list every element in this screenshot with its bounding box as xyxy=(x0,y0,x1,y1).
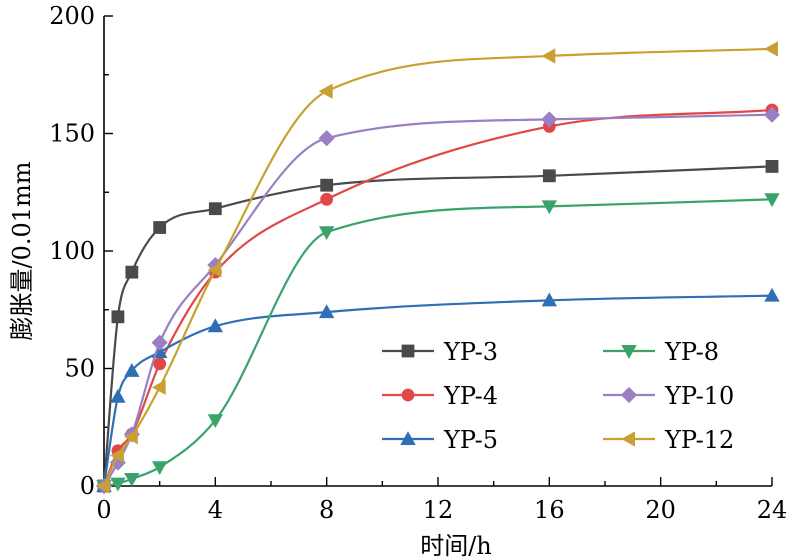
legend-item-yp-3: YP-3 xyxy=(382,338,498,366)
series-line-yp-4 xyxy=(102,108,774,488)
x-ticks: 0 4 8 12 16 20 24 xyxy=(96,477,787,524)
data-point-yp-3 xyxy=(125,265,139,279)
legend-swatch-marker xyxy=(401,344,415,358)
data-point-yp-10 xyxy=(763,106,781,123)
data-point-yp-8 xyxy=(541,200,558,215)
data-point-yp-12 xyxy=(207,262,222,278)
y-tick-label: 200 xyxy=(49,2,95,30)
data-point-yp-12 xyxy=(318,83,333,99)
data-point-yp-8 xyxy=(207,414,224,429)
data-point-yp-3 xyxy=(765,159,779,173)
legend-swatch-marker xyxy=(621,431,635,447)
legend-label: YP-8 xyxy=(664,338,719,366)
data-point-yp-5 xyxy=(124,363,140,377)
x-tick-label: 0 xyxy=(96,496,111,524)
data-point-yp-4 xyxy=(153,357,167,371)
legend-item-yp-5: YP-5 xyxy=(382,426,498,454)
legend-item-yp-10: YP-10 xyxy=(603,382,734,410)
data-point-yp-10 xyxy=(541,111,558,128)
x-tick-label: 16 xyxy=(534,496,565,524)
data-point-yp-12 xyxy=(764,41,778,57)
legend-item-yp-8: YP-8 xyxy=(603,338,719,366)
series-line-yp-5 xyxy=(102,294,774,488)
data-point-yp-5 xyxy=(110,388,126,403)
x-tick-label: 24 xyxy=(757,496,788,524)
series-yp-8 xyxy=(96,193,780,494)
data-point-yp-8 xyxy=(110,477,126,492)
y-ticks: 0 50 100 150 200 xyxy=(49,2,113,500)
legend-swatch-marker xyxy=(401,388,415,402)
legend-item-yp-12: YP-12 xyxy=(603,426,734,454)
legend-swatch-marker xyxy=(620,386,638,404)
data-point-yp-12 xyxy=(151,379,166,395)
legend-item-yp-4: YP-4 xyxy=(382,382,498,410)
data-point-yp-10 xyxy=(318,130,335,147)
series-line-yp-8 xyxy=(102,198,774,488)
data-point-yp-5 xyxy=(318,304,335,319)
x-tick-label: 8 xyxy=(319,496,334,524)
legend: YP-3 YP-4 YP-5 YP-8 YP-10 YP-12 xyxy=(382,338,734,454)
series-yp-12 xyxy=(96,41,778,494)
data-point-yp-12 xyxy=(124,428,138,445)
data-point-yp-8 xyxy=(151,461,168,476)
y-tick-label: 50 xyxy=(64,355,95,383)
data-point-yp-3 xyxy=(542,169,556,183)
x-tick-label: 4 xyxy=(208,496,223,524)
legend-label: YP-10 xyxy=(664,382,734,410)
axes xyxy=(103,16,772,487)
x-tick-label: 12 xyxy=(423,496,454,524)
x-axis-title: 时间/h xyxy=(420,532,492,560)
data-point-yp-3 xyxy=(208,202,222,216)
data-point-yp-5 xyxy=(764,287,780,302)
data-point-yp-8 xyxy=(124,472,140,487)
data-point-yp-3 xyxy=(111,310,125,324)
legend-label: YP-12 xyxy=(664,426,734,454)
legend-swatch-marker xyxy=(400,431,416,446)
legend-label: YP-4 xyxy=(443,382,498,410)
y-axis-title: 膨胀量/0.01mm xyxy=(8,161,36,340)
data-point-yp-5 xyxy=(541,292,558,307)
data-point-yp-12 xyxy=(96,478,110,494)
y-tick-label: 100 xyxy=(49,237,95,265)
data-point-yp-12 xyxy=(110,447,124,464)
data-point-yp-5 xyxy=(207,318,224,333)
data-point-yp-10 xyxy=(151,334,168,351)
data-point-yp-12 xyxy=(541,48,556,64)
data-point-yp-3 xyxy=(153,221,167,234)
y-tick-label: 150 xyxy=(49,120,95,148)
y-tick-label: 0 xyxy=(80,472,95,500)
legend-swatch-marker xyxy=(621,344,637,359)
data-point-yp-8 xyxy=(764,193,780,208)
data-point-yp-8 xyxy=(318,226,335,241)
series-layer xyxy=(95,41,781,495)
data-point-yp-4 xyxy=(320,192,334,206)
legend-label: YP-3 xyxy=(443,338,498,366)
legend-label: YP-5 xyxy=(443,426,498,454)
x-tick-label: 20 xyxy=(645,496,676,524)
data-point-yp-3 xyxy=(320,178,334,192)
